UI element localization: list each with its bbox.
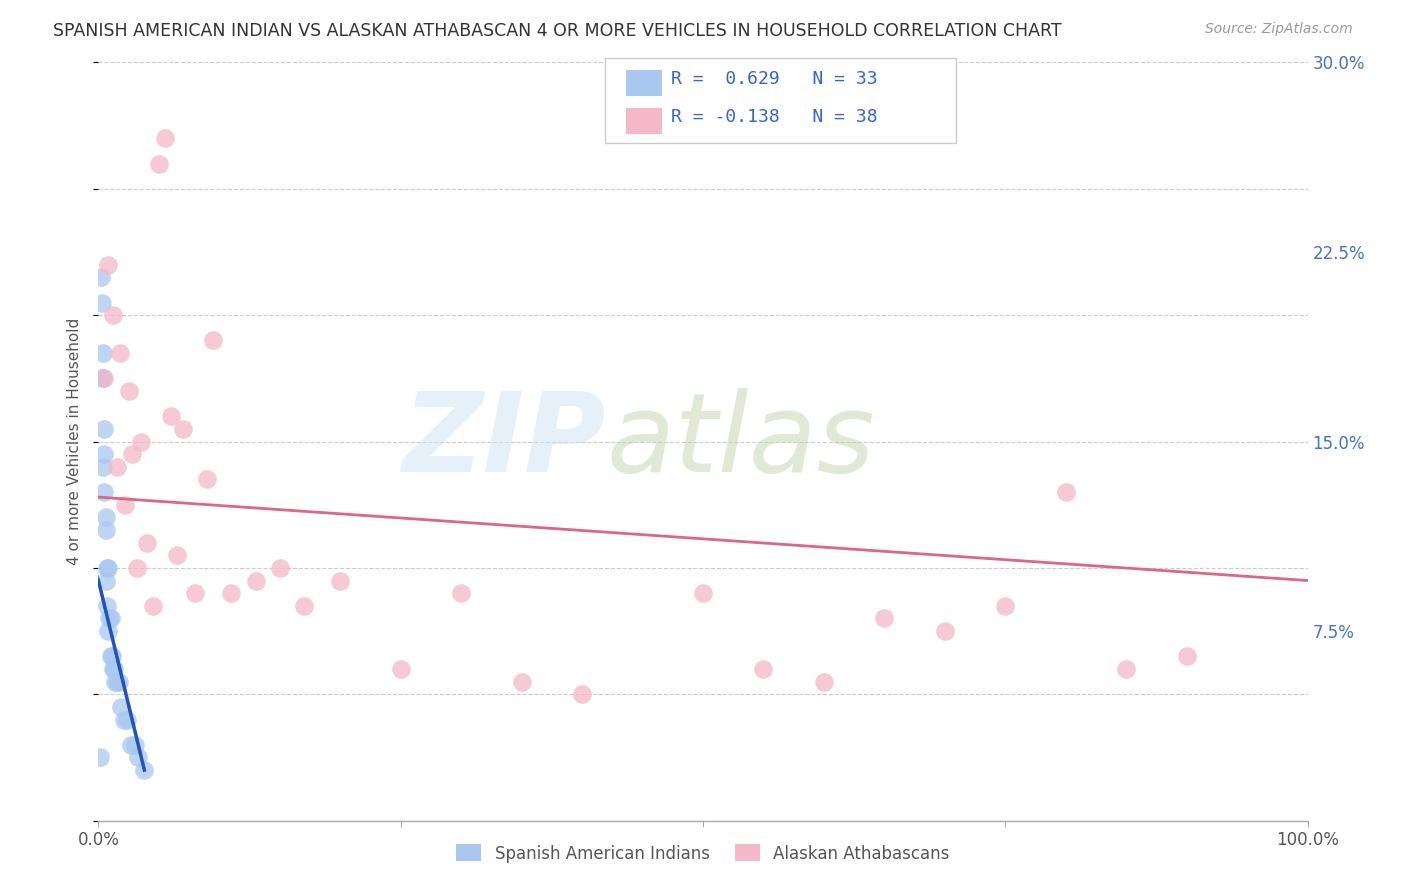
Point [172, 422, 194, 436]
Point [93, 485, 115, 500]
Text: R =  0.629   N = 33: R = 0.629 N = 33 [671, 70, 877, 87]
Point [108, 674, 131, 689]
Point [389, 662, 412, 676]
Point [329, 574, 352, 588]
Point [135, 535, 157, 549]
Point [91, 371, 114, 385]
Point [692, 586, 714, 600]
Point [450, 586, 472, 600]
Point [96, 599, 118, 613]
Point [752, 662, 775, 676]
Point [127, 561, 149, 575]
Point [195, 473, 218, 487]
Text: ZIP: ZIP [402, 388, 606, 495]
Point [94, 523, 117, 537]
Point [97, 624, 120, 639]
Point [1054, 485, 1077, 500]
Point [93, 371, 115, 385]
Point [91, 295, 114, 310]
Point [104, 674, 127, 689]
Point [110, 699, 132, 714]
Point [91, 459, 114, 474]
Point [129, 434, 152, 449]
Point [292, 599, 315, 613]
Point [873, 611, 896, 625]
Point [97, 561, 120, 575]
Point [101, 662, 124, 676]
Point [94, 510, 117, 524]
Text: SPANISH AMERICAN INDIAN VS ALASKAN ATHABASCAN 4 OR MORE VEHICLES IN HOUSEHOLD CO: SPANISH AMERICAN INDIAN VS ALASKAN ATHAB… [53, 22, 1062, 40]
Point [97, 258, 120, 272]
Point [510, 674, 533, 689]
Point [117, 713, 139, 727]
Point [1115, 662, 1137, 676]
Point [127, 750, 149, 764]
Point [118, 384, 141, 398]
Point [994, 599, 1017, 613]
Point [105, 459, 128, 474]
Point [571, 687, 593, 701]
Point [245, 574, 267, 588]
Point [100, 611, 122, 625]
Point [91, 371, 114, 385]
Text: atlas: atlas [606, 388, 875, 495]
Point [153, 131, 176, 145]
Point [94, 574, 117, 588]
Y-axis label: 4 or more Vehicles in Household: 4 or more Vehicles in Household [67, 318, 83, 566]
Point [100, 649, 122, 664]
Point [184, 586, 207, 600]
Point [934, 624, 956, 639]
Point [112, 713, 135, 727]
Point [93, 447, 115, 461]
Text: Source: ZipAtlas.com: Source: ZipAtlas.com [1205, 22, 1353, 37]
Point [1175, 649, 1198, 664]
Point [160, 409, 183, 424]
Point [120, 738, 142, 752]
Point [166, 548, 188, 563]
Point [114, 498, 136, 512]
Point [813, 674, 835, 689]
Point [221, 586, 243, 600]
Point [269, 561, 291, 575]
Point [134, 763, 156, 777]
Point [98, 611, 121, 625]
Point [108, 346, 131, 360]
Point [101, 308, 124, 322]
Point [93, 422, 115, 436]
Point [96, 561, 118, 575]
Point [148, 156, 170, 170]
Point [105, 674, 128, 689]
Point [103, 662, 125, 676]
Point [124, 738, 146, 752]
Text: R = -0.138   N = 38: R = -0.138 N = 38 [671, 108, 877, 126]
Point [100, 649, 122, 664]
Point [91, 346, 114, 360]
Point [202, 334, 225, 348]
Point [142, 599, 165, 613]
Legend: Spanish American Indians, Alaskan Athabascans: Spanish American Indians, Alaskan Athaba… [450, 838, 956, 869]
Point [90, 270, 112, 285]
Point [121, 447, 143, 461]
Point [89, 750, 111, 764]
